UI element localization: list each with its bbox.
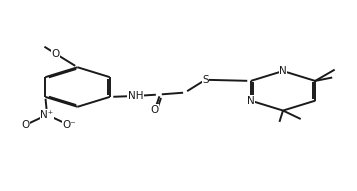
Text: N: N xyxy=(279,66,287,76)
Text: O: O xyxy=(151,105,159,115)
Text: N⁺: N⁺ xyxy=(40,110,54,120)
Text: NH: NH xyxy=(127,91,143,101)
Text: N: N xyxy=(247,96,255,106)
Text: O⁻: O⁻ xyxy=(62,120,76,130)
Text: O: O xyxy=(51,49,60,59)
Text: S: S xyxy=(202,75,209,85)
Text: O: O xyxy=(21,120,29,130)
